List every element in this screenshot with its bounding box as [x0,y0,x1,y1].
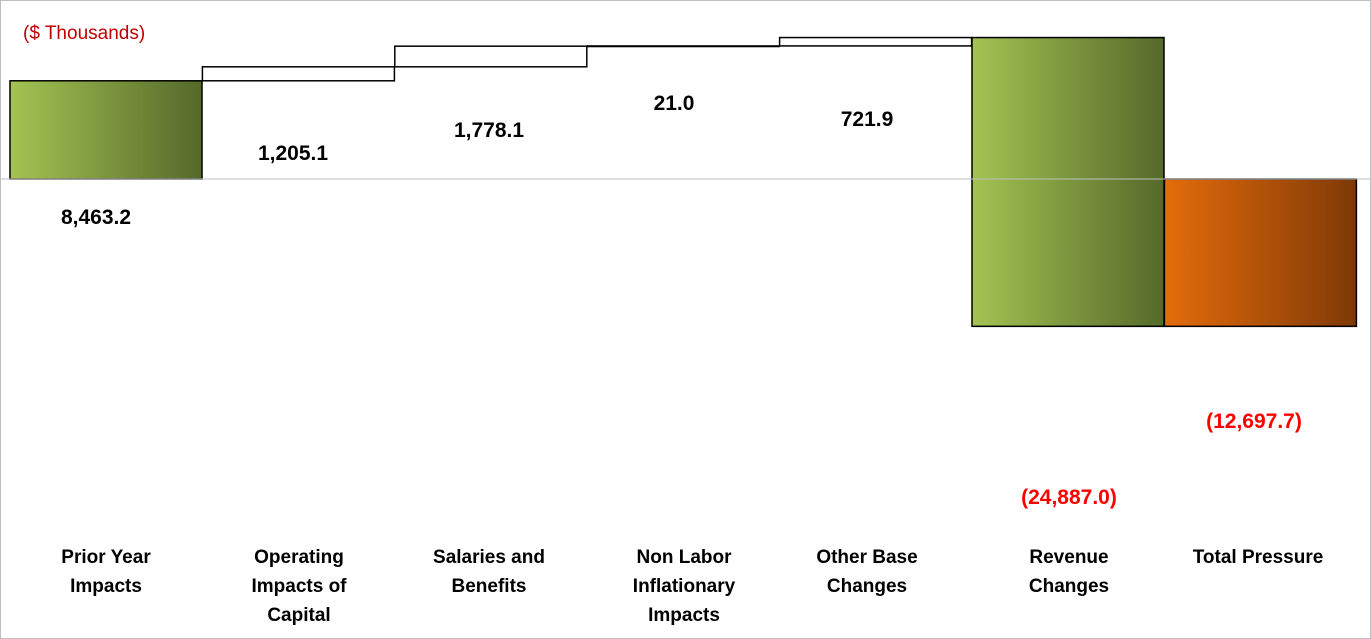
value-label-1: 1,205.1 [258,142,328,165]
category-label-5: Revenue Changes [1029,547,1109,597]
bars-layer [1,36,1370,328]
bar-1 [201,66,396,82]
value-label-3: 21.0 [654,92,695,115]
bar-5 [971,36,1165,328]
category-label-3: Non Labor Inflationary Impacts [633,547,736,626]
category-label-1: Operating Impacts of Capital [251,547,347,626]
value-labels-layer: 8,463.2 1,205.1 1,778.1 21.0 721.9 (24,887.0)… [61,92,1302,509]
category-label-4: Other Base Changes [816,547,917,597]
bar-2 [394,45,588,68]
bar-4 [778,36,973,47]
value-label-5: (24,887.0) [1021,486,1117,509]
bar-6 [1163,178,1358,328]
bar-3 [586,45,780,48]
value-label-4: 721.9 [841,108,894,131]
value-label-6: (12,697.7) [1206,410,1302,433]
category-label-6: Total Pressure [1193,547,1324,568]
category-labels-layer: Prior Year Impacts Operating Impacts of Capi… [61,547,1323,626]
bar-0 [9,80,203,180]
category-label-2: Salaries and Benefits [433,547,545,597]
value-label-0: 8,463.2 [61,206,131,229]
value-label-2: 1,778.1 [454,119,524,142]
category-label-0: Prior Year Impacts [61,547,151,597]
unit-label: ($ Thousands) [23,23,145,44]
